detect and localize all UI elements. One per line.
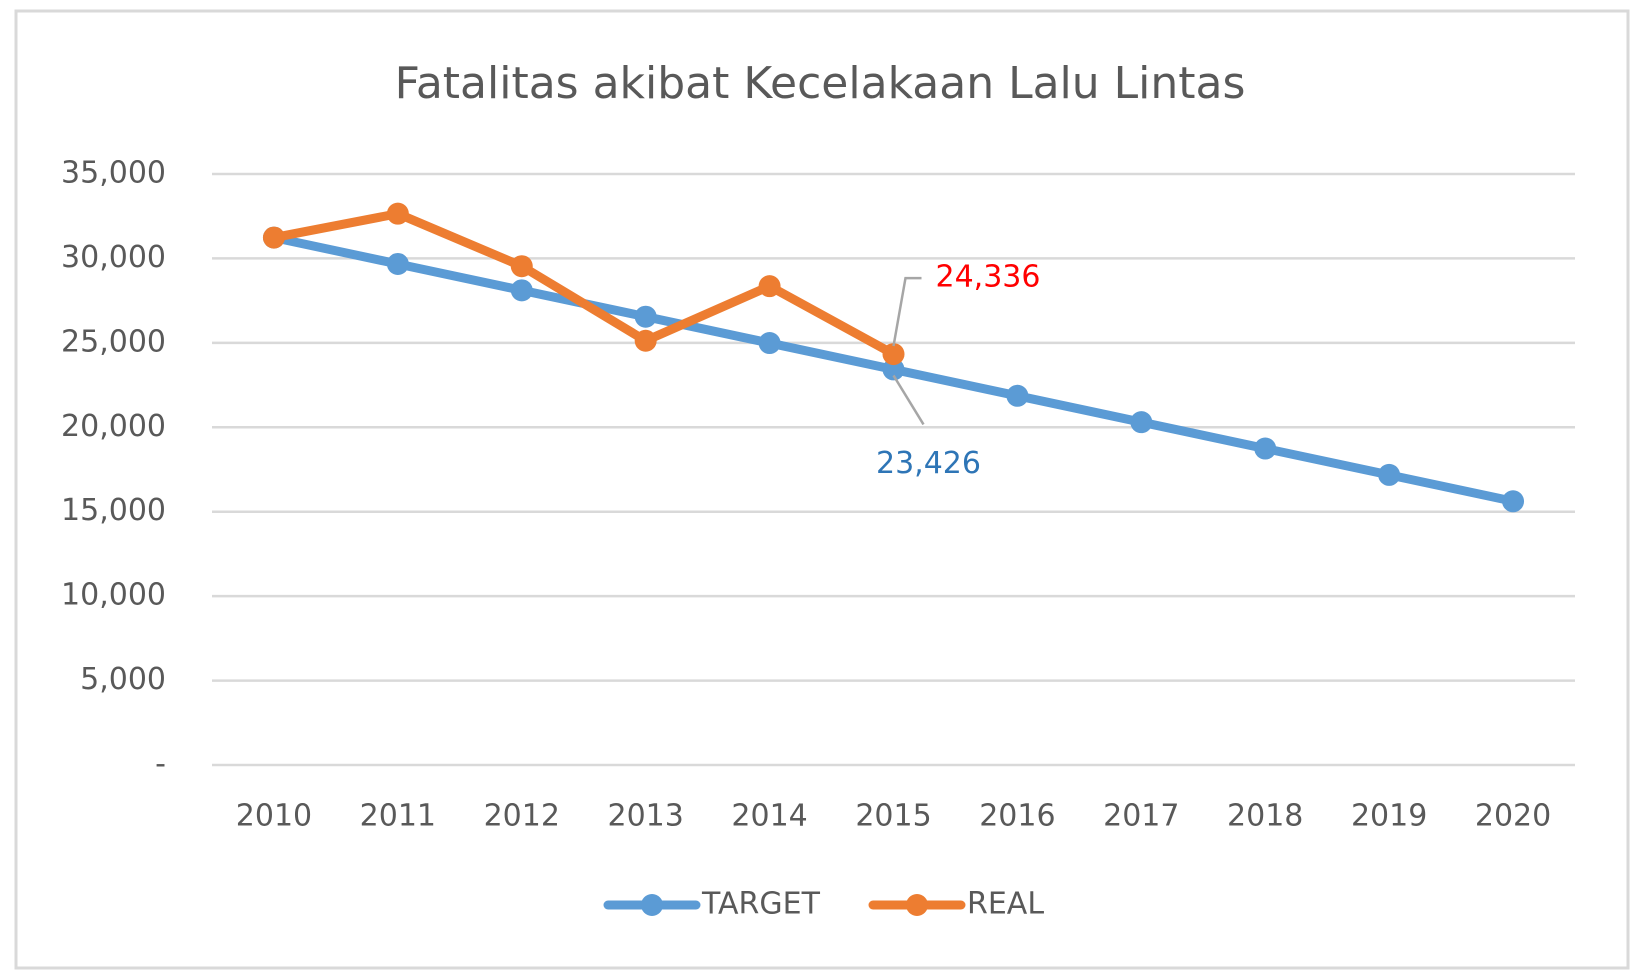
marker (758, 332, 781, 355)
y-tick-label: 35,000 (61, 156, 166, 191)
y-tick-label: 5,000 (80, 662, 166, 697)
marker (262, 226, 285, 249)
marker (882, 358, 905, 381)
marker (386, 202, 409, 225)
series-line (269, 209, 898, 359)
y-tick-label: - (155, 747, 166, 782)
leader-line (892, 374, 925, 426)
legend-marker (641, 894, 663, 916)
marker (1502, 490, 1525, 513)
y-tick-label: 25,000 (61, 324, 166, 359)
data-label: 24,336 (936, 260, 1041, 295)
marker (882, 343, 905, 366)
marker (634, 305, 657, 328)
x-tick-label: 2013 (608, 799, 684, 834)
marker (758, 275, 781, 298)
data-label: 23,426 (876, 446, 981, 481)
leader-line (892, 276, 922, 347)
x-tick-label: 2018 (1227, 799, 1303, 834)
x-tick-label: 2020 (1475, 799, 1551, 834)
x-tick-label: 2012 (484, 799, 560, 834)
x-tick-label: 2019 (1351, 799, 1427, 834)
y-tick-label: 15,000 (61, 493, 166, 528)
x-tick-label: 2010 (236, 799, 312, 834)
x-tick-label: 2011 (360, 799, 436, 834)
x-tick-label: 2016 (979, 799, 1055, 834)
y-tick-label: 30,000 (61, 240, 166, 275)
marker (634, 329, 657, 352)
x-tick-label: 2017 (1103, 799, 1179, 834)
marker (510, 279, 533, 302)
y-tick-label: 10,000 (61, 578, 166, 613)
legend-marker (906, 894, 928, 916)
legend-label: REAL (967, 887, 1044, 922)
marker (1378, 463, 1401, 486)
marker (1006, 384, 1029, 407)
x-tick-label: 2015 (855, 799, 931, 834)
marker (1254, 437, 1277, 460)
chart-border (14, 9, 1630, 970)
y-tick-label: 20,000 (61, 409, 166, 444)
marker (386, 252, 409, 275)
chart-title: Fatalitas akibat Kecelakaan Lalu Lintas (395, 58, 1246, 109)
x-tick-label: 2014 (731, 799, 807, 834)
legend-label: TARGET (701, 887, 821, 922)
marker (510, 255, 533, 278)
marker (1130, 411, 1153, 434)
